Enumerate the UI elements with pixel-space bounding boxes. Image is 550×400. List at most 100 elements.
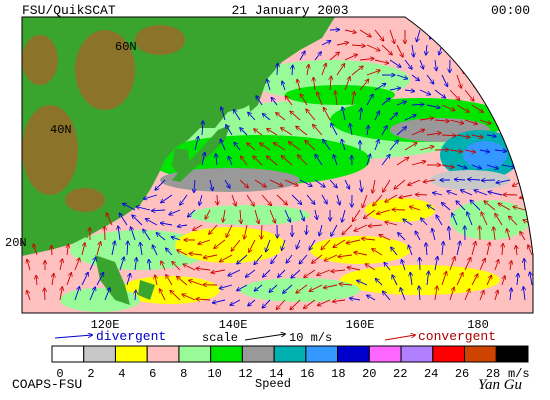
wind-arrow [315, 209, 317, 219]
wind-arrow [33, 244, 38, 256]
wind-arrow [339, 284, 353, 285]
wind-arrow [385, 194, 398, 202]
scale-value: 10 m/s [289, 331, 332, 345]
wind-arrow [111, 241, 115, 256]
wind-arrow [520, 232, 526, 241]
wind-arrow [283, 284, 293, 293]
wind-arrow [396, 127, 406, 136]
map-area [22, 17, 533, 313]
wind-arrow [501, 165, 515, 167]
wind-arrow [178, 225, 188, 227]
colorbar-unit: m/s [508, 367, 530, 381]
wind-arrow [230, 299, 241, 305]
wind-arrow [160, 289, 166, 301]
wind-arrow [357, 280, 368, 286]
wind-arrow [350, 298, 361, 300]
wind-arrow [404, 90, 414, 91]
wind-arrow [118, 226, 120, 241]
wind-arrow [144, 194, 158, 199]
wind-arrow [404, 143, 417, 151]
wind-arrow [52, 274, 54, 286]
wind-arrow [494, 89, 503, 99]
wind-arrow [530, 272, 532, 286]
title: FSU/QuikSCAT [22, 3, 116, 18]
wind-arrow [449, 257, 455, 271]
wind-arrow [531, 160, 533, 166]
wind-arrow [241, 156, 248, 166]
wind-arrow [177, 250, 188, 256]
wind-arrow [441, 272, 446, 286]
wind-arrow [262, 299, 271, 308]
wind-arrow [321, 64, 326, 76]
wind-arrow [323, 140, 331, 151]
wind-arrow [220, 284, 233, 288]
wind-arrow [456, 135, 469, 137]
wind-arrow [449, 227, 450, 241]
wind-arrow [291, 269, 301, 278]
wind-arrow [304, 299, 316, 308]
wind-arrow [366, 44, 380, 51]
wind-arrow [329, 52, 339, 61]
wind-arrow [359, 29, 371, 37]
wind-arrow [493, 227, 495, 241]
wind-arrow [285, 96, 293, 106]
wind-arrow [324, 108, 331, 121]
wind-arrow [329, 179, 337, 188]
divergent-label: divergent [96, 329, 166, 344]
wind-arrow [333, 300, 346, 302]
wind-arrow [281, 128, 293, 136]
wind-arrow [194, 137, 198, 151]
wind-arrow [479, 259, 485, 271]
wind-arrow [372, 249, 383, 256]
wind-arrow [254, 284, 263, 291]
wind-arrow [494, 150, 506, 151]
wind-arrow [81, 243, 85, 256]
wind-arrow [434, 89, 445, 98]
wind-arrow [336, 43, 348, 45]
colorbar-swatch [464, 345, 497, 363]
wind-arrow [119, 257, 124, 271]
wind-arrow [135, 258, 137, 271]
colorbar-tick: 16 [300, 367, 314, 381]
wind-arrow [419, 89, 430, 95]
wind-arrow [309, 284, 323, 291]
wind-arrow [344, 54, 357, 61]
wind-arrow [366, 70, 380, 76]
wind-arrow [305, 141, 316, 151]
wind-arrow [435, 286, 437, 301]
wind-arrow [457, 29, 466, 38]
wind-arrow [146, 219, 158, 226]
wind-arrow [366, 94, 373, 106]
lat-label: 20N [5, 236, 27, 250]
wind-arrow [51, 246, 52, 256]
wind-arrow [194, 179, 195, 192]
wind-arrow [286, 254, 293, 263]
wind-arrow [131, 227, 136, 241]
wind-arrow [135, 290, 136, 301]
wind-arrow [503, 29, 511, 42]
wind-arrow [479, 150, 489, 152]
colorbar-swatch [400, 345, 434, 363]
wind-arrow [464, 59, 465, 73]
wind-arrow [312, 254, 323, 263]
wind-arrow [299, 254, 308, 264]
wind-arrow [224, 179, 230, 188]
wind-arrow [213, 299, 226, 303]
wind-arrow [204, 254, 218, 258]
wind-arrow [342, 224, 353, 234]
wind-arrow [374, 59, 388, 63]
wind-arrow [398, 233, 406, 241]
wind-arrow [374, 29, 384, 41]
wind-arrow [263, 114, 271, 121]
wind-arrow [231, 239, 241, 251]
wind-arrow [510, 261, 511, 271]
wind-arrow [481, 44, 488, 58]
wind-arrow [344, 77, 350, 91]
wind-arrow [419, 146, 434, 151]
wind-arrow [281, 156, 293, 166]
wind-arrow [442, 242, 443, 256]
wind-arrow [334, 155, 338, 166]
wind-arrow [449, 89, 459, 100]
colorbar-swatch [51, 345, 85, 363]
wind-arrow [374, 84, 386, 91]
